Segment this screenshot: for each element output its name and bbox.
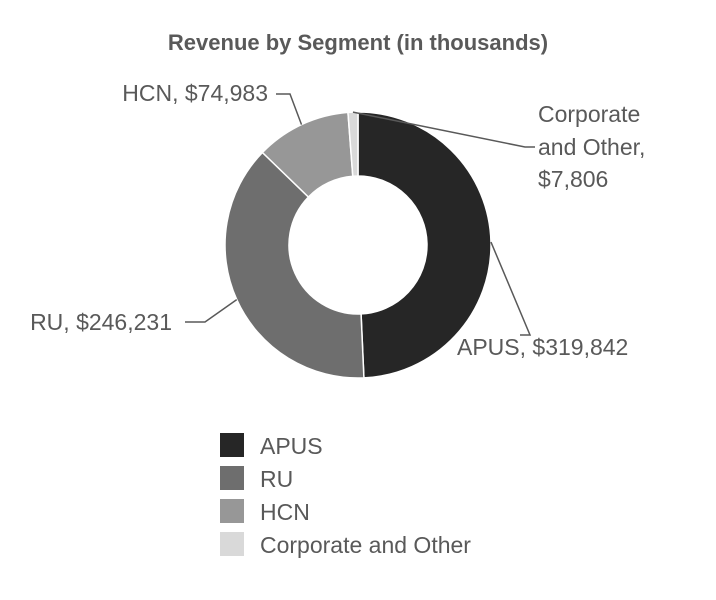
legend-item-apus: APUS [220, 433, 323, 459]
legend-swatch [220, 466, 244, 490]
chart-title: Revenue by Segment (in thousands) [168, 30, 548, 55]
legend: APUS RU HCN Corporate and Other [220, 433, 471, 558]
legend-item-corporate-and-other: Corporate and Other [220, 532, 471, 558]
data-label-apus: APUS, $319,842 [457, 334, 628, 360]
legend-label: Corporate and Other [260, 532, 471, 558]
legend-item-ru: RU [220, 466, 293, 492]
data-label-corporate-and-other: Corporate and Other, $7,806 [538, 101, 645, 192]
legend-label: RU [260, 466, 293, 492]
slice-corporate-and-other [347, 111, 359, 178]
leader-line-corporate-and-other [352, 111, 535, 148]
leader-line-apus [490, 241, 532, 336]
legend-swatch [220, 532, 244, 556]
legend-label: HCN [260, 499, 310, 525]
legend-swatch [220, 499, 244, 523]
data-label-ru: RU, $246,231 [30, 309, 172, 335]
leader-line-ru [185, 298, 238, 323]
slice-apus [357, 111, 492, 379]
leader-line-hcn [276, 93, 303, 125]
legend-label: APUS [260, 433, 323, 459]
legend-item-hcn: HCN [220, 499, 310, 525]
donut-slices [224, 111, 492, 379]
data-label-hcn: HCN, $74,983 [122, 80, 268, 106]
data-labels: APUS, $319,842 RU, $246,231 HCN, $74,983 Co… [30, 80, 645, 360]
slice-ru [224, 151, 365, 379]
leader-lines [185, 93, 535, 336]
legend-swatch [220, 433, 244, 457]
